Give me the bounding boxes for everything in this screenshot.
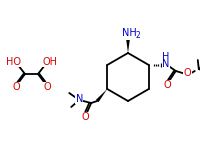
Text: N: N (162, 59, 169, 69)
Text: NH: NH (122, 28, 136, 38)
Text: HO: HO (6, 57, 21, 67)
Text: O: O (12, 82, 20, 92)
Text: O: O (81, 112, 89, 122)
Text: H: H (162, 52, 169, 62)
Text: O: O (184, 68, 192, 78)
Text: OH: OH (43, 57, 58, 67)
Text: 2: 2 (136, 30, 141, 39)
Text: O: O (43, 82, 51, 92)
Polygon shape (96, 89, 107, 102)
Text: O: O (164, 80, 172, 90)
Polygon shape (126, 40, 130, 53)
Text: N: N (76, 94, 83, 104)
